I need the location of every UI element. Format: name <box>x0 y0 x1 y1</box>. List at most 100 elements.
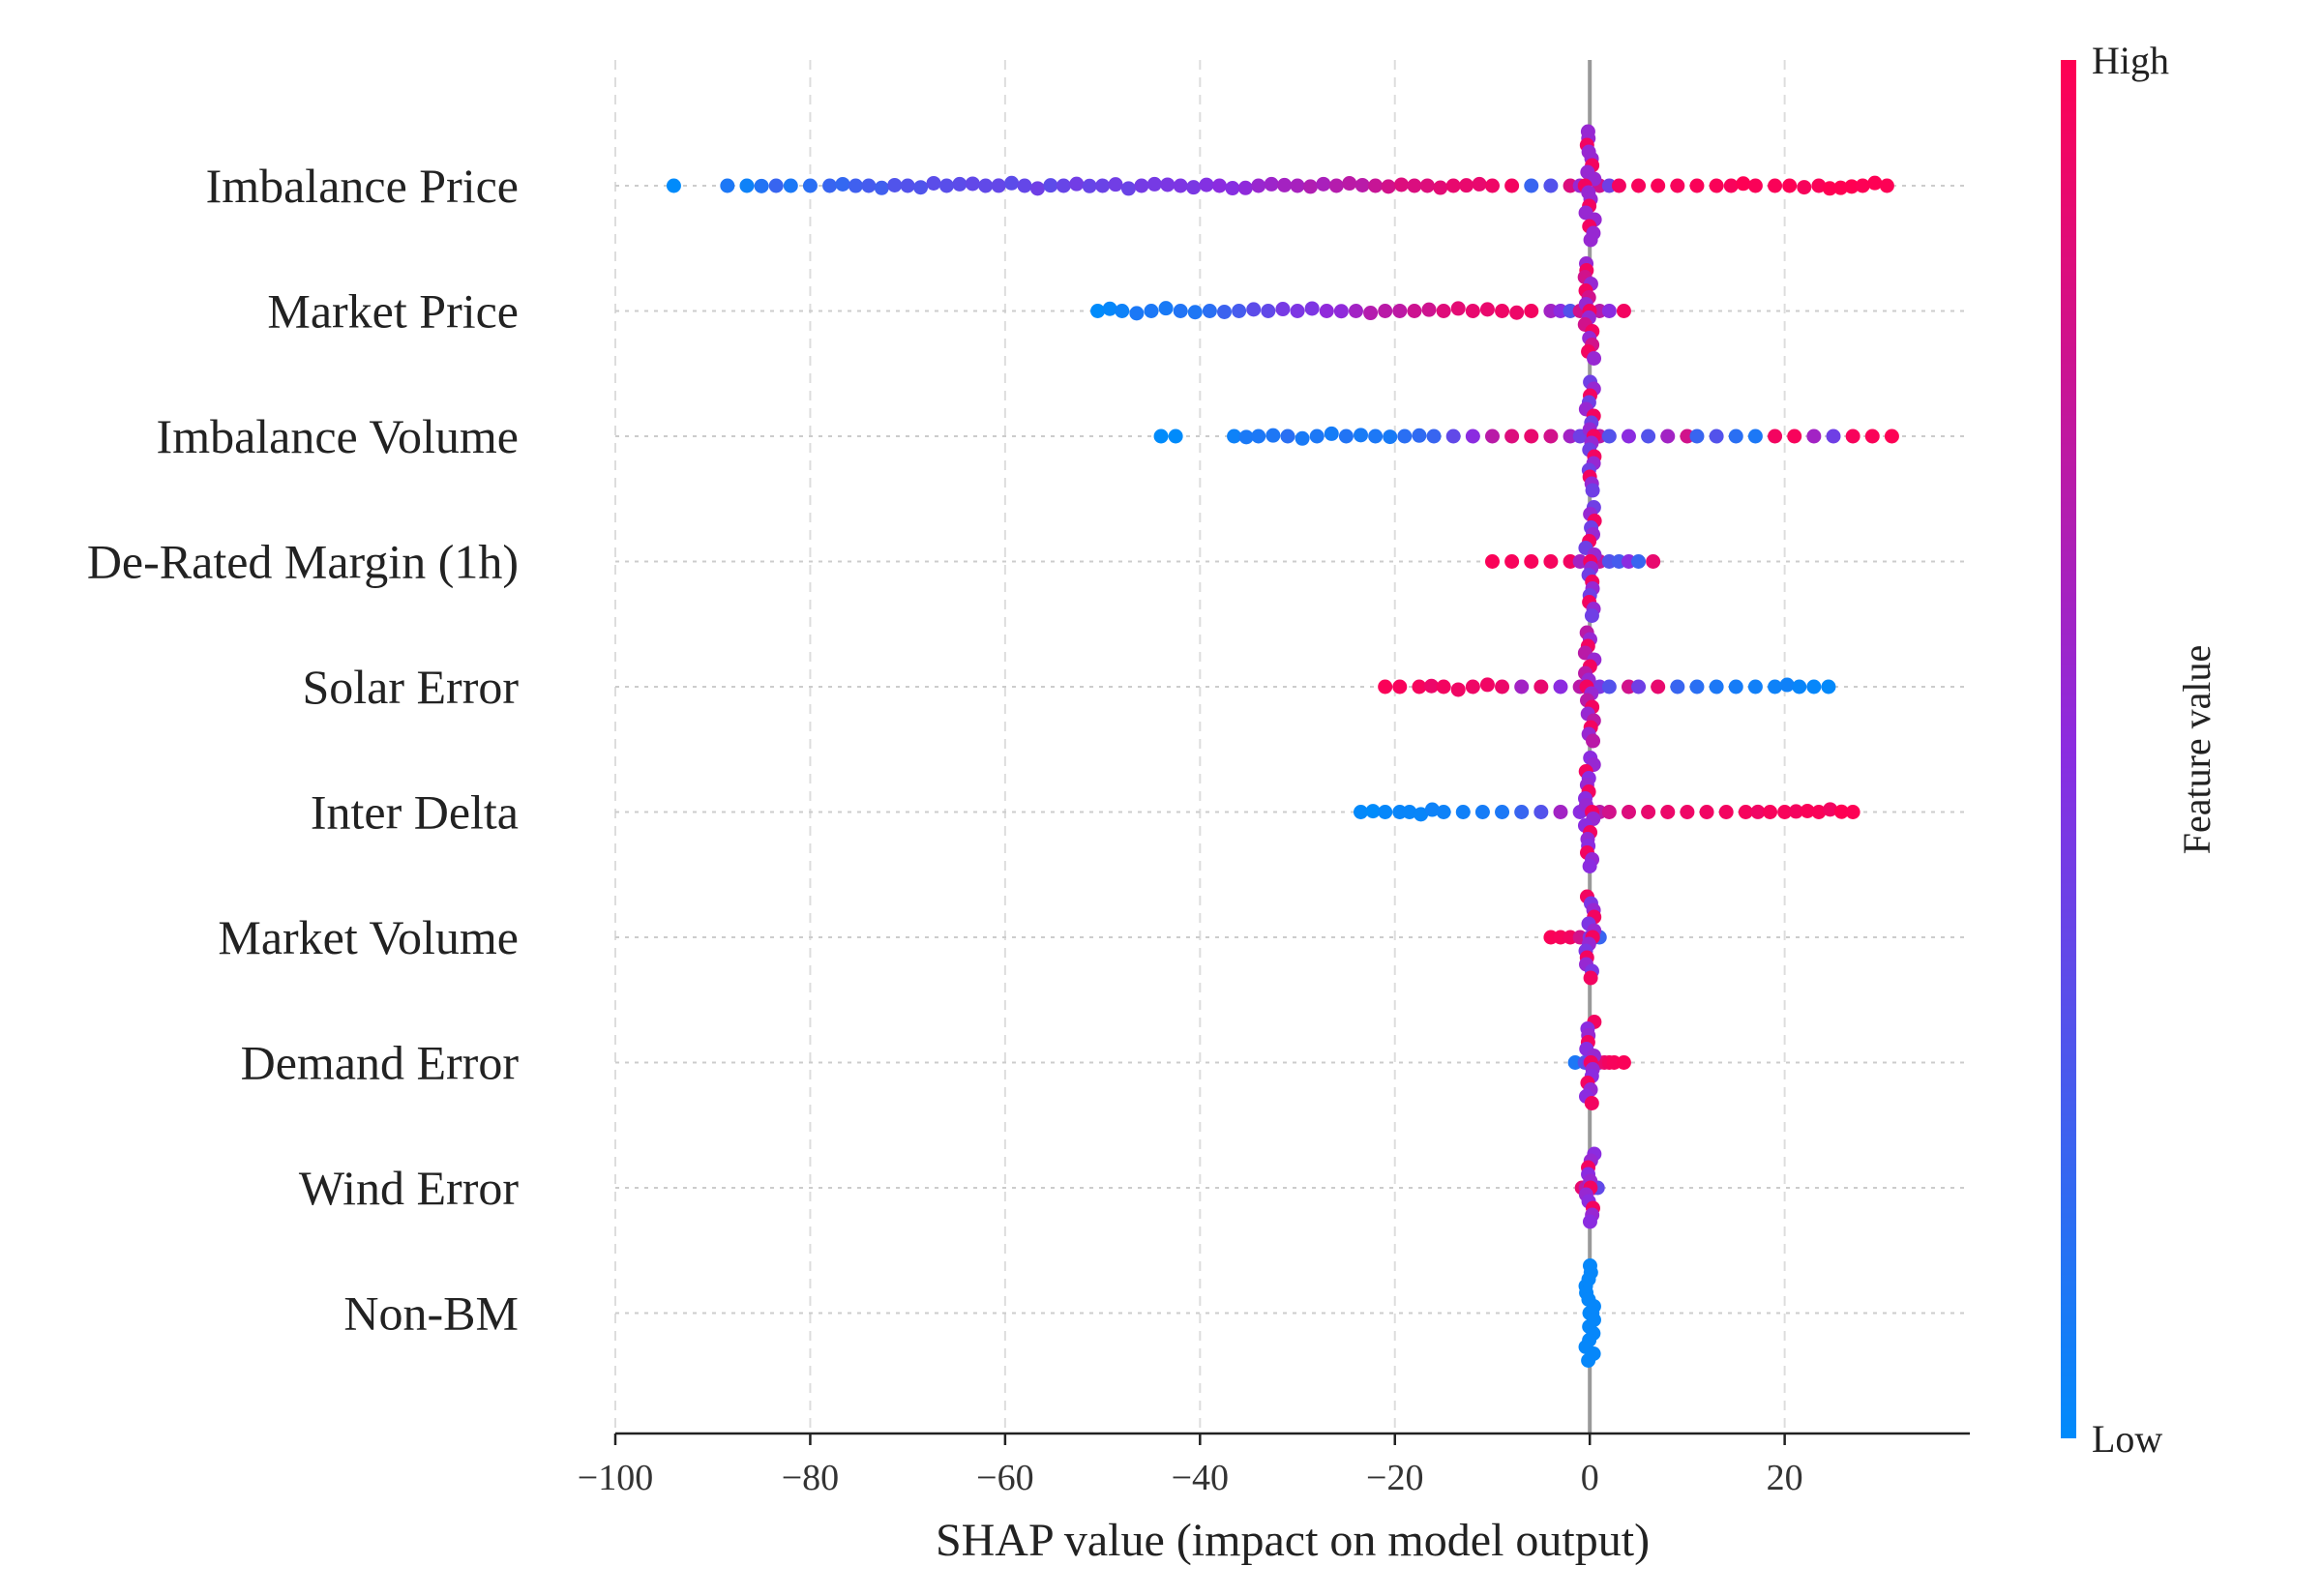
shap-point <box>1583 232 1598 248</box>
shap-point <box>1553 679 1568 695</box>
shap-point <box>1747 679 1763 695</box>
shap-point <box>1524 178 1539 193</box>
shap-point <box>1479 302 1495 317</box>
shap-point <box>1328 178 1344 193</box>
shap-point <box>1251 178 1266 193</box>
shap-point <box>1524 554 1539 569</box>
shap-point <box>1029 181 1045 196</box>
shap-point <box>1553 805 1568 819</box>
x-tick-label: −80 <box>782 1458 839 1498</box>
shap-point <box>1173 304 1188 318</box>
shap-point <box>1811 805 1827 819</box>
shap-point <box>768 178 784 193</box>
shap-point <box>1616 1055 1631 1070</box>
shap-point <box>1514 805 1530 819</box>
shap-point <box>1445 178 1461 193</box>
shap-point <box>1689 429 1705 444</box>
shap-point <box>1782 178 1798 193</box>
shap-point <box>1581 1353 1596 1368</box>
shap-point <box>1495 304 1510 318</box>
shap-point <box>1670 178 1685 193</box>
shap-point <box>1689 178 1705 193</box>
feature-label: Wind Error <box>299 1161 519 1215</box>
shap-point <box>1216 304 1232 319</box>
shap-point <box>1319 304 1334 318</box>
x-tick-label: −20 <box>1366 1458 1423 1498</box>
shap-point <box>1709 429 1724 444</box>
shap-point <box>1232 304 1247 318</box>
shap-point <box>1407 178 1422 193</box>
shap-point <box>1524 429 1539 444</box>
shap-point <box>1134 178 1149 193</box>
shap-point <box>1821 679 1836 695</box>
x-tick-label: 20 <box>1767 1458 1803 1498</box>
shap-point <box>1504 429 1520 444</box>
shap-point <box>1277 177 1293 192</box>
shap-point <box>1354 428 1369 443</box>
shap-point <box>1472 176 1487 192</box>
shap-point <box>1709 178 1724 193</box>
shap-point <box>1718 805 1734 819</box>
colorbar-title: Feature value <box>2175 645 2218 855</box>
shap-point <box>1238 429 1254 445</box>
shap-point <box>1811 178 1827 193</box>
feature-label: De-Rated Margin (1h) <box>87 535 519 589</box>
shap-point <box>1348 304 1363 318</box>
shap-point <box>1146 176 1162 192</box>
shap-point <box>1459 178 1474 193</box>
shap-point <box>1474 805 1490 819</box>
shap-point <box>1792 679 1807 695</box>
shap-point <box>1368 178 1384 193</box>
shap-point <box>1660 805 1676 819</box>
shap-point <box>1582 859 1597 873</box>
shap-point <box>1295 430 1310 446</box>
shap-point <box>1186 180 1202 195</box>
shap-point <box>1445 429 1461 444</box>
shap-point <box>965 176 980 192</box>
shap-point <box>1763 805 1778 819</box>
shap-point <box>1680 805 1695 819</box>
shap-point <box>1412 679 1427 695</box>
shap-point <box>1436 679 1451 695</box>
shap-point <box>1788 804 1803 819</box>
shap-point <box>1670 679 1685 695</box>
shap-point <box>913 180 929 195</box>
shap-point <box>1424 802 1440 817</box>
shap-point <box>900 178 915 193</box>
shap-point <box>1316 176 1331 192</box>
shap-point <box>1779 677 1795 693</box>
shap-point <box>1158 301 1174 316</box>
shap-point <box>978 178 994 193</box>
shap-point <box>1363 306 1379 321</box>
shap-point <box>1822 181 1837 196</box>
shap-point <box>1368 429 1384 444</box>
colorbar: High Low Feature value <box>2061 39 2218 1461</box>
shap-point <box>835 176 850 192</box>
shap-point <box>874 180 889 195</box>
shap-point <box>1426 429 1442 444</box>
shap-point <box>1833 804 1849 819</box>
shap-point <box>1090 304 1106 318</box>
shap-point <box>1421 302 1437 317</box>
shap-point <box>1533 805 1549 819</box>
shap-point <box>1884 429 1899 444</box>
shap-point <box>783 178 798 193</box>
shap-point <box>1728 429 1743 444</box>
shap-point <box>1524 304 1539 318</box>
shap-point <box>1543 178 1559 193</box>
shap-point <box>1333 304 1349 319</box>
shap-point <box>1709 679 1724 695</box>
feature-label: Market Volume <box>218 910 519 964</box>
shap-point <box>1354 805 1369 819</box>
grid-lines <box>614 60 1786 1433</box>
shap-point <box>1465 304 1480 318</box>
feature-label: Imbalance Price <box>206 159 519 213</box>
shap-point <box>1646 554 1661 569</box>
colorbar-low-label: Low <box>2092 1417 2162 1461</box>
shap-point <box>1631 679 1647 695</box>
x-tick-label: −100 <box>578 1458 653 1498</box>
shap-point <box>1082 178 1097 193</box>
shap-point <box>1465 679 1480 695</box>
shap-point <box>1383 429 1398 445</box>
feature-label: Non-BM <box>343 1286 519 1341</box>
